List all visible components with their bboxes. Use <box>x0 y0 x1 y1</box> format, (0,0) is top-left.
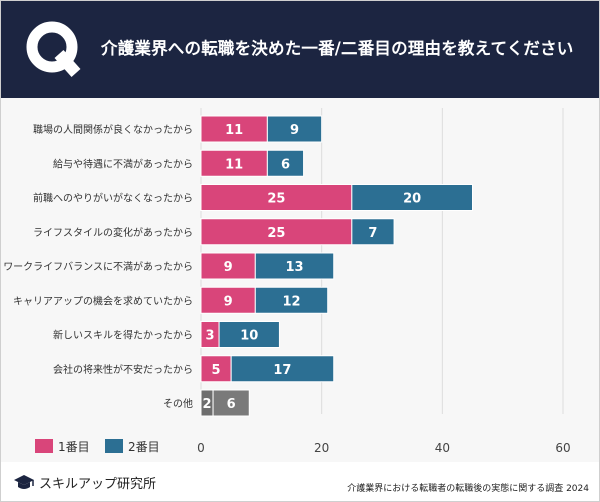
category-label: 会社の将来性が不安だったから <box>53 363 193 376</box>
bar-value-label: 9 <box>224 294 233 309</box>
category-label: 前職へのやりがいがなくなったから <box>33 192 193 205</box>
category-label: 給与や待遇に不満があったから <box>53 157 193 170</box>
bar-second <box>351 184 474 211</box>
x-tick-label: 20 <box>314 441 329 455</box>
bar-value-label: 6 <box>281 157 290 172</box>
bar-value-label: 10 <box>240 329 258 344</box>
bar-second <box>254 286 329 314</box>
category-label: ワークライフバランスに不満があったから <box>3 260 193 273</box>
bar-chart: 職場の人間関係が良くなかったから 11 9 給与や待遇に不満があったから 11 6 前職への… <box>3 108 571 455</box>
bar-value-label: 12 <box>282 294 300 309</box>
legend-label-second: 2番目 <box>128 440 160 454</box>
bar-value-label: 11 <box>225 157 243 172</box>
x-tick-label: 40 <box>435 441 450 455</box>
bar-second <box>266 149 305 177</box>
bar-value-label: 6 <box>227 397 236 412</box>
bar-second <box>218 321 280 348</box>
bar-value-label: 7 <box>368 226 377 241</box>
brand-name: スキルアップ研究所 <box>39 477 157 492</box>
bar-value-label: 20 <box>403 192 421 207</box>
category-label: キャリアアップの機会を求めていたから <box>13 294 193 307</box>
category-label: 職場の人間関係が良くなかったから <box>33 123 193 136</box>
brand-logo: スキルアップ研究所 <box>13 473 156 492</box>
bar-value-label: 25 <box>267 226 285 241</box>
chart-title: 介護業界への転職を決めた一番/二番目の理由を教えてください <box>101 39 574 58</box>
bar-value-label: 17 <box>273 363 291 378</box>
category-label: 新しいスキルを得たかったから <box>53 329 193 342</box>
bar-value-label: 2 <box>203 397 212 412</box>
bar-value-label: 9 <box>290 123 299 138</box>
bar-value-label: 25 <box>267 192 285 207</box>
bar-second <box>230 355 335 383</box>
category-label: その他 <box>163 397 193 410</box>
category-label: ライフスタイルの変化があったから <box>33 226 193 239</box>
bar-second <box>351 218 395 246</box>
x-tick-label: 60 <box>555 441 570 455</box>
legend-item-first: 1番目 <box>35 438 90 455</box>
bar-second <box>254 252 335 280</box>
legend-label-first: 1番目 <box>58 440 90 454</box>
bar-value-label: 13 <box>285 260 303 275</box>
legend-swatch-second <box>105 439 123 453</box>
bar-second <box>266 115 323 143</box>
x-tick-label: 0 <box>197 441 205 455</box>
footer: スキルアップ研究所 介護業界における転職者の転職後の実態に関する調査 2024 <box>1 467 599 501</box>
bar-value-label: 5 <box>212 363 221 378</box>
bar-value-label: 3 <box>206 329 215 344</box>
bar-value-label: 9 <box>224 260 233 275</box>
header-banner: Q 介護業界への転職を決めた一番/二番目の理由を教えてください <box>1 1 599 98</box>
bar-first <box>200 355 232 383</box>
q-icon: Q <box>26 21 81 78</box>
graduation-cap-icon <box>14 475 34 489</box>
legend-item-second: 2番目 <box>105 438 160 455</box>
survey-source: 介護業界における転職者の転職後の実態に関する調査 2024 <box>347 484 589 494</box>
bar-second <box>212 389 250 417</box>
bar-value-label: 11 <box>225 123 243 138</box>
legend-swatch-first <box>35 439 53 453</box>
